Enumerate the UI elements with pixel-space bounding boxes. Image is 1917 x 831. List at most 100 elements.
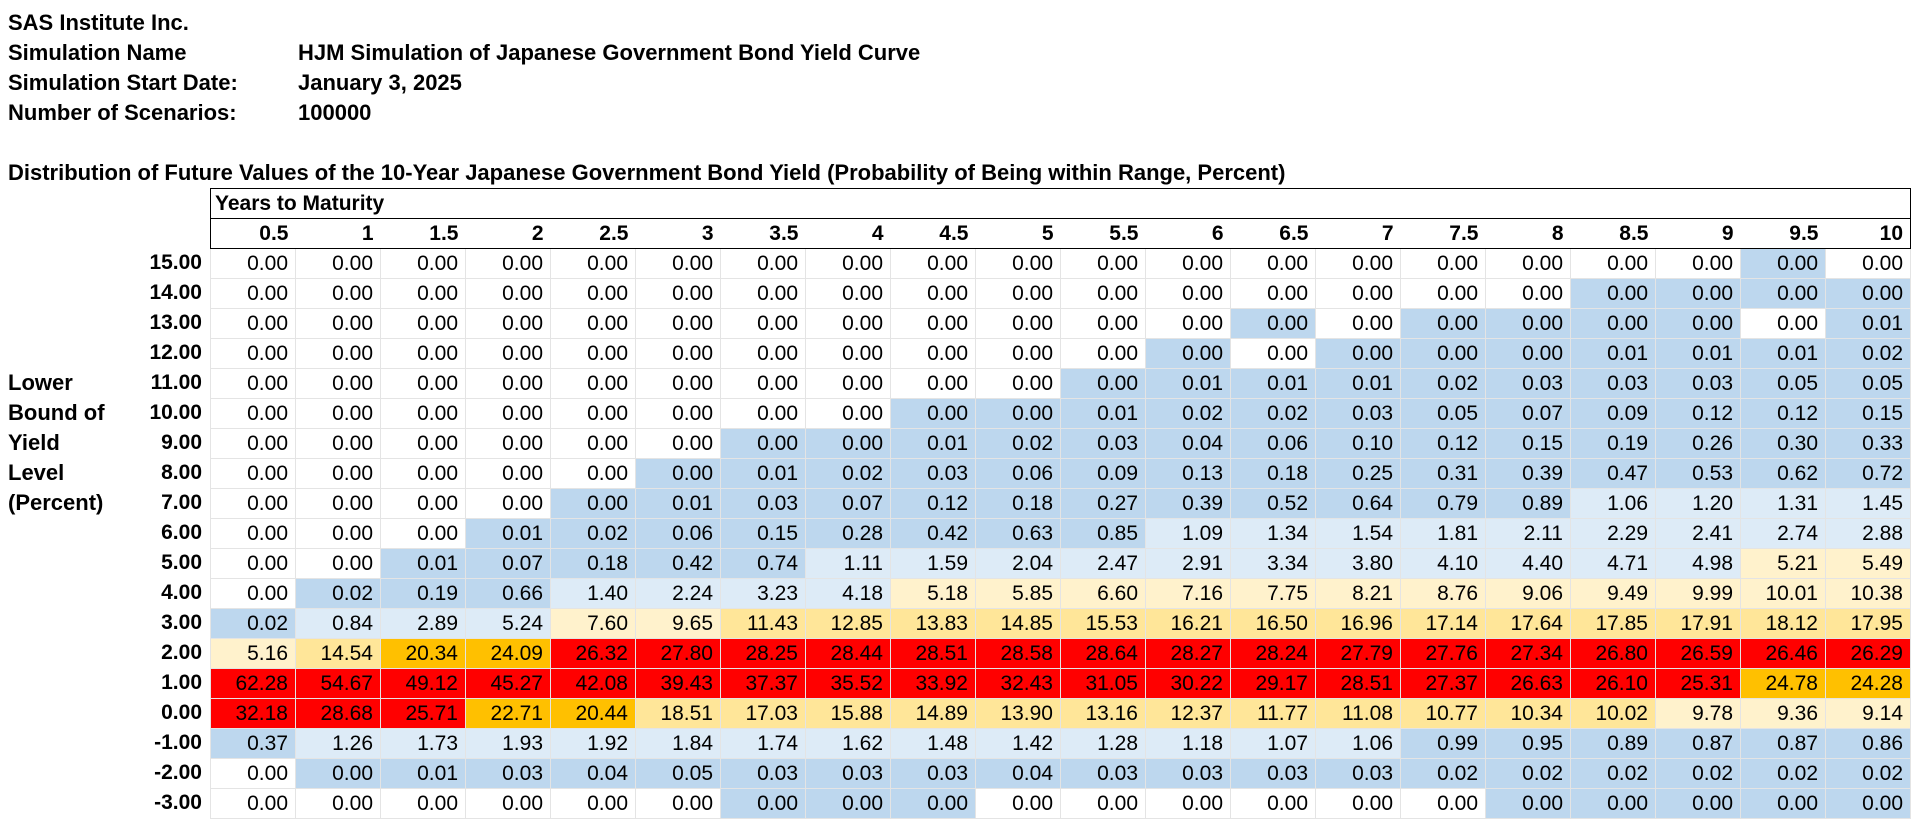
probability-cell: 0.05 bbox=[635, 758, 721, 789]
probability-cell: 45.27 bbox=[465, 668, 551, 699]
probability-cell: 0.00 bbox=[380, 518, 466, 549]
probability-cell: 9.36 bbox=[1740, 698, 1826, 729]
probability-cell: 0.00 bbox=[890, 278, 976, 309]
probability-cell: 0.00 bbox=[1145, 308, 1231, 339]
column-header: 3 bbox=[635, 218, 721, 249]
probability-cell: 4.71 bbox=[1570, 548, 1656, 579]
column-header: 5 bbox=[975, 218, 1061, 249]
probability-cell: 0.02 bbox=[1485, 758, 1571, 789]
probability-cell: 0.07 bbox=[465, 548, 551, 579]
probability-cell: 0.00 bbox=[1655, 278, 1741, 309]
probability-cell: 0.00 bbox=[1230, 308, 1316, 339]
probability-cell: 0.00 bbox=[550, 278, 636, 309]
probability-cell: 0.63 bbox=[975, 518, 1061, 549]
table-row: 0.02 0.84 2.89 5.24 7.60 9.65 11.43 12.85 13.83 1… bbox=[210, 608, 1911, 639]
probability-cell: 9.49 bbox=[1570, 578, 1656, 609]
probability-cell: 0.02 bbox=[1570, 758, 1656, 789]
probability-cell: 0.00 bbox=[380, 248, 466, 279]
probability-cell: 0.00 bbox=[890, 248, 976, 279]
probability-cell: 0.00 bbox=[465, 368, 551, 399]
probability-cell: 0.00 bbox=[1485, 338, 1571, 369]
probability-cell: 13.16 bbox=[1060, 698, 1146, 729]
table-row: 0.00 0.02 0.19 0.66 1.40 2.24 3.23 4.18 5.18 5.85… bbox=[210, 578, 1911, 609]
probability-cell: 15.53 bbox=[1060, 608, 1146, 639]
probability-cell: 0.00 bbox=[1825, 248, 1911, 279]
probability-cell: 0.00 bbox=[550, 368, 636, 399]
probability-cell: 0.00 bbox=[1315, 788, 1401, 819]
probability-cell: 13.90 bbox=[975, 698, 1061, 729]
probability-cell: 0.00 bbox=[1400, 248, 1486, 279]
probability-cell: 0.87 bbox=[1740, 728, 1826, 759]
probability-cell: 0.00 bbox=[635, 248, 721, 279]
probability-cell: 27.80 bbox=[635, 638, 721, 669]
column-header: 4.5 bbox=[890, 218, 976, 249]
probability-cell: 0.00 bbox=[720, 428, 806, 459]
probability-cell: 0.00 bbox=[635, 368, 721, 399]
probability-cell: 28.25 bbox=[720, 638, 806, 669]
probability-cell: 62.28 bbox=[210, 668, 296, 699]
table-row: 32.18 28.68 25.71 22.71 20.44 18.51 17.03 15.88… bbox=[210, 698, 1911, 729]
probability-cell: 0.00 bbox=[1230, 278, 1316, 309]
probability-cell: 0.03 bbox=[1315, 398, 1401, 429]
probability-cell: 0.42 bbox=[635, 548, 721, 579]
probability-cell: 24.09 bbox=[465, 638, 551, 669]
probability-cell: 0.00 bbox=[380, 788, 466, 819]
probability-cell: 26.10 bbox=[1570, 668, 1656, 699]
column-header: 9 bbox=[1655, 218, 1741, 249]
probability-cell: 0.06 bbox=[1230, 428, 1316, 459]
probability-cell: 0.05 bbox=[1400, 398, 1486, 429]
probability-cell: 0.00 bbox=[295, 788, 381, 819]
probability-cell: 0.12 bbox=[890, 488, 976, 519]
probability-cell: 29.17 bbox=[1230, 668, 1316, 699]
probability-cell: 27.34 bbox=[1485, 638, 1571, 669]
probability-cell: 10.77 bbox=[1400, 698, 1486, 729]
probability-cell: 0.00 bbox=[1740, 308, 1826, 339]
probability-cell: 0.00 bbox=[465, 338, 551, 369]
probability-cell: 10.34 bbox=[1485, 698, 1571, 729]
probability-cell: 4.18 bbox=[805, 578, 891, 609]
probability-cell: 0.00 bbox=[1230, 338, 1316, 369]
probability-cell: 26.63 bbox=[1485, 668, 1571, 699]
probability-cell: 0.85 bbox=[1060, 518, 1146, 549]
probability-cell: 0.00 bbox=[465, 278, 551, 309]
table-row: 0.00 0.00 0.00 0.01 0.02 0.06 0.15 0.28 0.42 0.63… bbox=[210, 518, 1911, 549]
probability-cell: 0.00 bbox=[210, 338, 296, 369]
column-header: 9.5 bbox=[1740, 218, 1826, 249]
table-title: Distribution of Future Values of the 10-… bbox=[8, 160, 1286, 185]
probability-cell: 0.00 bbox=[805, 248, 891, 279]
probability-cell: 17.95 bbox=[1825, 608, 1911, 639]
probability-cell: 1.81 bbox=[1400, 518, 1486, 549]
probability-cell: 0.05 bbox=[1740, 368, 1826, 399]
probability-cell: 35.52 bbox=[805, 668, 891, 699]
probability-cell: 0.39 bbox=[1145, 488, 1231, 519]
probability-cell: 0.00 bbox=[890, 398, 976, 429]
probability-cell: 0.01 bbox=[1315, 368, 1401, 399]
probability-cell: 26.80 bbox=[1570, 638, 1656, 669]
probability-cell: 0.18 bbox=[975, 488, 1061, 519]
probability-cell: 0.04 bbox=[1145, 428, 1231, 459]
probability-cell: 0.01 bbox=[1825, 308, 1911, 339]
simulation-name-label: Simulation Name bbox=[8, 40, 187, 65]
probability-cell: 0.00 bbox=[210, 278, 296, 309]
probability-cell: 0.05 bbox=[1825, 368, 1911, 399]
probability-cell: 1.54 bbox=[1315, 518, 1401, 549]
probability-cell: 0.06 bbox=[975, 458, 1061, 489]
column-header: 4 bbox=[805, 218, 891, 249]
probability-cell: 0.09 bbox=[1570, 398, 1656, 429]
probability-cell: 0.03 bbox=[1655, 368, 1741, 399]
probability-cell: 0.00 bbox=[550, 308, 636, 339]
table-row: 0.37 1.26 1.73 1.93 1.92 1.84 1.74 1.62 1.48 1.42… bbox=[210, 728, 1911, 759]
probability-cell: 0.00 bbox=[465, 248, 551, 279]
probability-cell: 0.37 bbox=[210, 728, 296, 759]
probability-cell: 32.18 bbox=[210, 698, 296, 729]
probability-cell: 0.01 bbox=[1570, 338, 1656, 369]
probability-cell: 0.33 bbox=[1825, 428, 1911, 459]
probability-cell: 42.08 bbox=[550, 668, 636, 699]
column-header: 8 bbox=[1485, 218, 1571, 249]
probability-cell: 2.24 bbox=[635, 578, 721, 609]
probability-cell: 0.00 bbox=[1315, 338, 1401, 369]
start-date-row: Simulation Start Date: January 3, 2025 bbox=[8, 68, 462, 98]
table-row: 0.00 0.00 0.00 0.00 0.00 0.00 0.01 0.02 0.03 0.06… bbox=[210, 458, 1911, 489]
probability-cell: 0.00 bbox=[890, 308, 976, 339]
probability-cell: 0.00 bbox=[805, 338, 891, 369]
